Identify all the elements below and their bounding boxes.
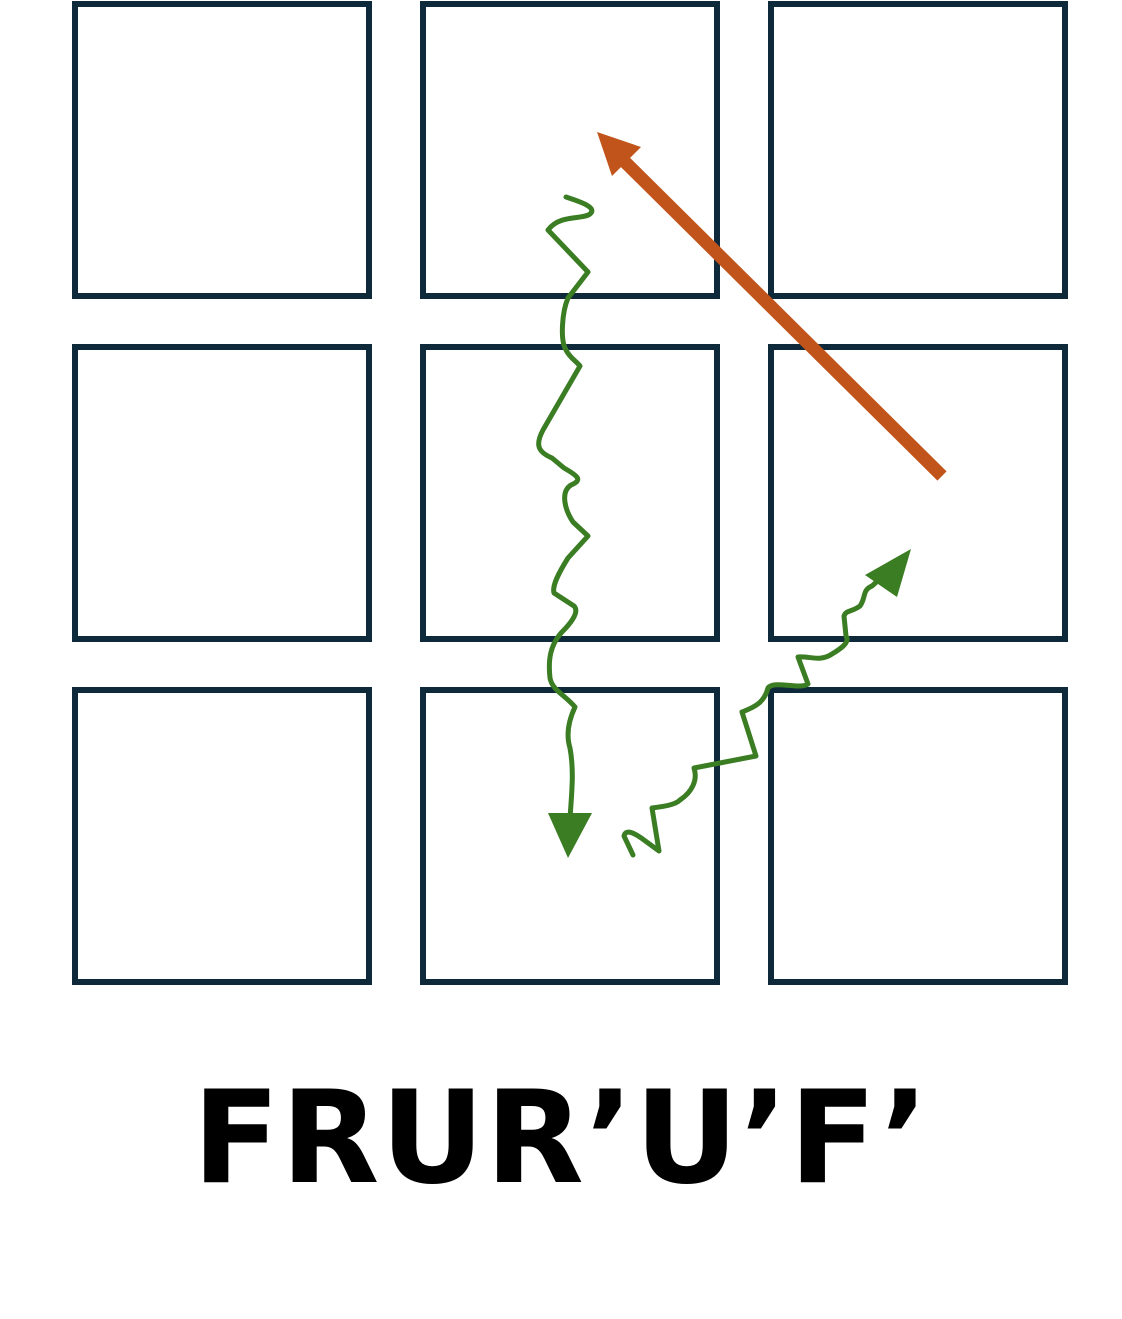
orange-straight-arrow [597,132,947,481]
cell-bottom-right [768,687,1068,985]
cell-middle-left [72,344,372,642]
cell-top-middle [420,1,720,299]
green-wavy-arrow-up-right [621,549,911,858]
cell-top-left [72,1,372,299]
grid [72,1,1068,985]
cell-top-right [768,1,1068,299]
cell-bottom-left [72,687,372,985]
green-wavy-arrow-down [536,194,595,858]
cell-center [420,344,720,642]
algorithm-notation: FRUR’U’F’ [192,1064,930,1213]
cell-middle-right [768,344,1068,642]
